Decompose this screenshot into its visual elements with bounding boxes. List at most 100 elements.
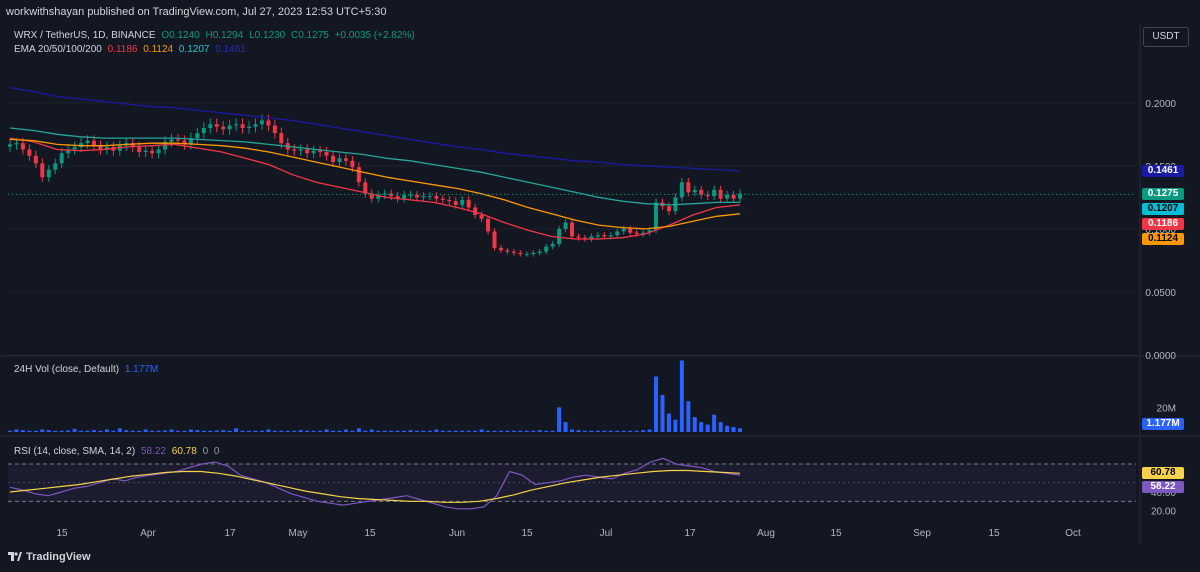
candle-body — [738, 193, 742, 199]
volume-bar — [382, 430, 387, 432]
candle-body — [85, 140, 90, 144]
candle-body — [414, 194, 419, 198]
volume-bar — [408, 430, 413, 432]
candle-body — [699, 189, 704, 195]
volume-bar — [247, 430, 252, 432]
candle-body — [563, 222, 568, 229]
rsi-ma-value: 60.78 — [171, 446, 197, 457]
volume-bar — [72, 428, 77, 432]
volume-bar — [550, 430, 555, 432]
volume-bar — [156, 430, 161, 432]
ema50-value: 0.1124 — [143, 44, 174, 55]
candle-body — [195, 133, 200, 139]
volume-bar — [621, 430, 626, 432]
candle-body — [331, 155, 336, 163]
candle-body — [440, 198, 445, 200]
candle-body — [654, 202, 659, 231]
candle-body — [531, 252, 536, 255]
volume-bar — [285, 430, 290, 432]
volume-bar — [305, 430, 310, 432]
volume-bar — [356, 428, 361, 432]
candle-body — [460, 199, 465, 205]
volume-bar — [673, 419, 678, 432]
candle-body — [479, 215, 484, 219]
volume-bar — [389, 430, 394, 432]
candle-body — [234, 124, 239, 126]
rsi-tag: 58.22 — [1142, 480, 1184, 493]
price-tag: 0.1186 — [1142, 218, 1184, 231]
volume-bar — [259, 430, 264, 432]
volume-bar — [589, 430, 594, 432]
time-tick-label: 15 — [988, 528, 1000, 539]
volume-bar — [699, 422, 704, 432]
rsi-band-fill — [8, 464, 1136, 502]
candle-body — [589, 236, 594, 239]
candle-body — [518, 252, 523, 255]
publish-header: workwithshayan published on TradingView.… — [6, 6, 387, 18]
volume-bar — [46, 430, 51, 432]
candle-body — [156, 149, 161, 154]
rsi-value: 58.22 — [140, 446, 166, 457]
ema-legend: EMA 20/50/100/200 0.1186 0.1124 0.1207 0… — [14, 44, 249, 55]
candle-body — [679, 182, 684, 198]
vol-label[interactable]: 24H Vol (close, Default) — [14, 364, 120, 375]
volume-bar — [331, 430, 336, 432]
volume-bar — [124, 430, 129, 432]
candle-body — [421, 196, 426, 198]
time-tick-label: Jul — [600, 528, 613, 539]
volume-bar — [163, 430, 168, 432]
volume-bar — [473, 430, 478, 432]
main-legend-line1: WRX / TetherUS, 1D, BINANCE O0.1240 H0.1… — [14, 30, 418, 41]
candle-body — [686, 182, 691, 193]
candle-body — [570, 222, 575, 237]
volume-bar — [608, 430, 613, 432]
volume-bar — [130, 430, 135, 432]
volume-bar — [188, 429, 193, 432]
volume-bar — [434, 429, 439, 432]
volume-bar — [395, 430, 400, 432]
volume-bar — [98, 430, 103, 432]
ema-line-ema50 — [9, 138, 741, 230]
candle-body — [130, 143, 135, 147]
symbol-label[interactable]: WRX / TetherUS, 1D, BINANCE — [14, 30, 156, 41]
volume-bar — [634, 430, 639, 432]
tradingview-brand[interactable]: TradingView — [8, 551, 91, 563]
currency-button[interactable]: USDT — [1143, 27, 1189, 47]
volume-bar — [692, 417, 697, 432]
volume-bar — [582, 430, 587, 432]
rsi-label[interactable]: RSI (14, close, SMA, 14, 2) — [14, 446, 136, 457]
candle-body — [447, 199, 452, 202]
candle-body — [692, 189, 697, 193]
low-value: L0.1230 — [249, 30, 286, 41]
candle-body — [634, 232, 639, 234]
candle-body — [402, 194, 407, 199]
candle-body — [279, 133, 284, 144]
volume-bar — [169, 429, 174, 432]
volume-bar — [421, 430, 426, 432]
volume-bar — [427, 430, 432, 432]
volume-bar — [628, 430, 633, 432]
volume-bar — [208, 430, 213, 432]
candle-body — [247, 126, 252, 129]
volume-bar — [376, 430, 381, 432]
volume-bar — [91, 430, 96, 432]
candle-body — [641, 232, 646, 234]
volume-bar — [253, 430, 258, 432]
ema-label[interactable]: EMA 20/50/100/200 — [14, 44, 102, 55]
time-tick-label: 15 — [56, 528, 68, 539]
time-tick-label: 17 — [224, 528, 236, 539]
volume-bar — [66, 430, 71, 432]
candle-body — [615, 231, 620, 236]
chart-svg[interactable]: 0.20000.15000.10000.05000.000020M40.0020… — [0, 24, 1200, 544]
volume-bar — [279, 430, 284, 432]
ema100-value: 0.1207 — [178, 44, 210, 55]
high-value: H0.1294 — [205, 30, 244, 41]
vol-value: 1.177M — [124, 364, 159, 375]
candle-body — [628, 228, 633, 233]
candle-body — [369, 193, 374, 199]
ema-line-ema20 — [9, 137, 741, 240]
volume-bar — [498, 430, 503, 432]
volume-bar — [654, 376, 659, 432]
candle-body — [389, 193, 394, 197]
candle-body — [576, 236, 581, 238]
